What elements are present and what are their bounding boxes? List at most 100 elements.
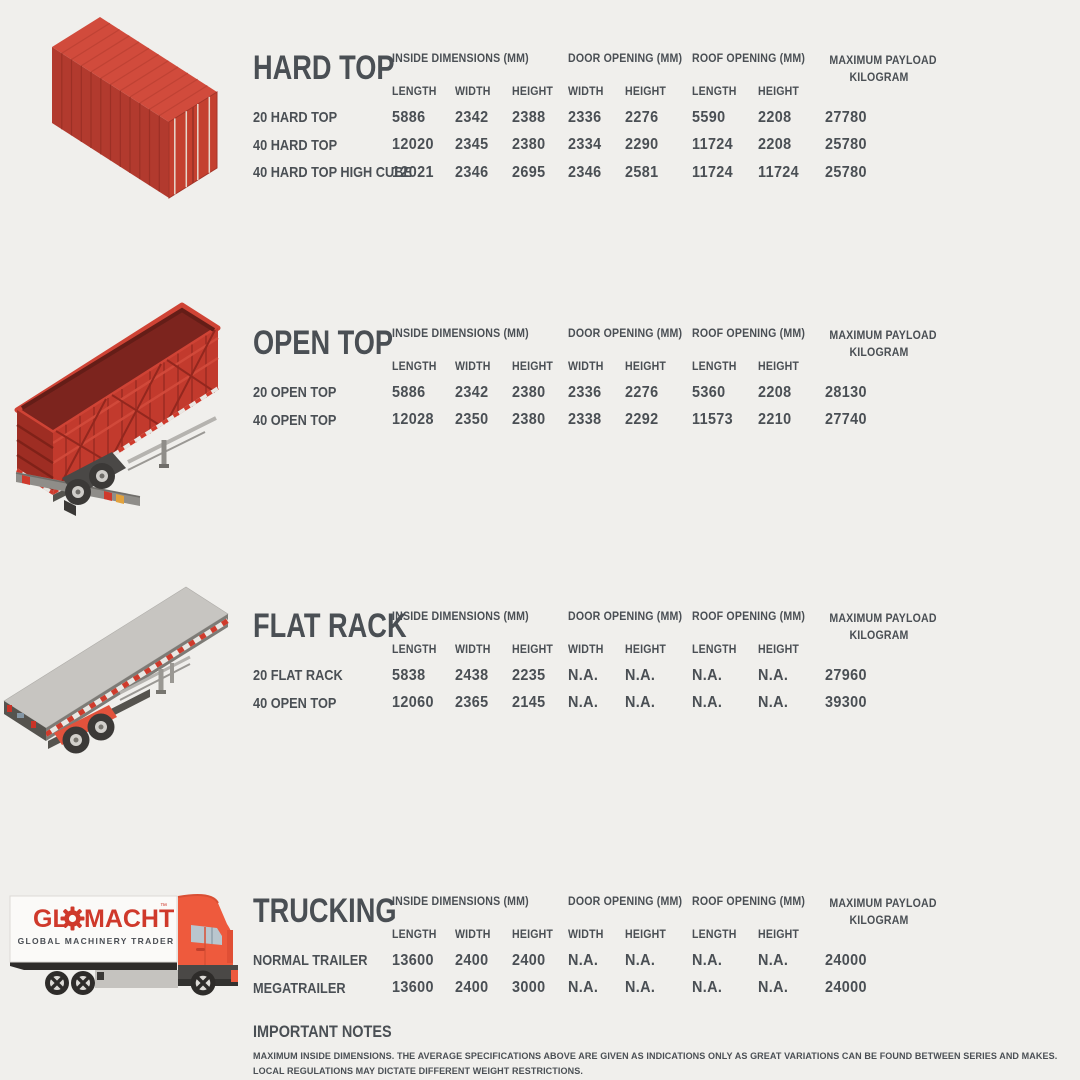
table-cell: 12060	[392, 694, 434, 712]
column-header-length: LENGTH	[692, 929, 737, 941]
table-cell: N.A.	[625, 666, 656, 684]
table-cell: N.A.	[692, 951, 723, 969]
column-group-door-opening: DOOR OPENING (MM)	[568, 611, 683, 623]
tail-light	[104, 491, 112, 501]
row-label: 40 HARD TOP HIGH CUBE	[253, 164, 412, 182]
gear-icon	[60, 906, 85, 931]
column-header-height: HEIGHT	[758, 929, 800, 941]
column-header-height: HEIGHT	[625, 86, 667, 98]
table-cell: 2345	[455, 136, 489, 154]
column-group-roof-opening: ROOF OPENING (MM)	[692, 896, 806, 908]
row-label: 40 OPEN TOP	[253, 411, 337, 429]
truck-bed	[10, 962, 178, 988]
column-header-height: HEIGHT	[512, 644, 554, 656]
table-cell: 2380	[512, 136, 546, 154]
open-top-trailer-icon	[14, 302, 221, 516]
row-label: 20 FLAT RACK	[253, 667, 343, 685]
table-cell: 2342	[455, 383, 489, 401]
table-cell: N.A.	[758, 951, 789, 969]
column-group-inside-dimensions: INSIDE DIMENSIONS (MM)	[392, 611, 529, 623]
logo-tagline: GLOBAL MACHINERY TRADER	[18, 936, 175, 946]
table-cell: 2695	[512, 163, 546, 181]
column-header-width: WIDTH	[568, 644, 604, 656]
payload-header-line1: MAXIMUM PAYLOAD	[829, 613, 937, 625]
column-header-height: HEIGHT	[512, 361, 554, 373]
table-cell: N.A.	[758, 694, 789, 712]
hard-top-table: HARD TOP INSIDE DIMENSIONS (MM) DOOR OPE…	[253, 50, 937, 187]
table-cell: 2290	[625, 136, 659, 154]
column-header-width: WIDTH	[455, 86, 491, 98]
table-cell: 2292	[625, 411, 659, 429]
tail-light	[7, 705, 12, 712]
section-trucking: GL MACHT ™ GLOBAL MAC	[0, 848, 1080, 1080]
table-cell: 13600	[392, 951, 434, 969]
table-cell: 12020	[392, 136, 434, 154]
row-label: NORMAL TRAILER	[253, 952, 368, 970]
row-label: MEGATRAILER	[253, 979, 346, 997]
cab-window	[191, 925, 222, 945]
tail-light	[31, 721, 36, 728]
table-cell: N.A.	[625, 951, 656, 969]
table-cell: 5886	[392, 383, 426, 401]
column-header-width: WIDTH	[568, 929, 604, 941]
column-header-length: LENGTH	[692, 361, 737, 373]
table-cell: 2276	[625, 383, 659, 401]
column-group-inside-dimensions: INSIDE DIMENSIONS (MM)	[392, 896, 529, 908]
table-cell: 2338	[568, 411, 602, 429]
table-cell: 27960	[825, 666, 867, 684]
table-cell: N.A.	[758, 979, 789, 997]
table-cell: 27780	[825, 108, 867, 126]
column-header-width: WIDTH	[568, 361, 604, 373]
table-cell: N.A.	[568, 666, 599, 684]
column-group-max-payload: MAXIMUM PAYLOAD KILOGRAM	[829, 608, 937, 662]
row-label: 40 HARD TOP	[253, 136, 338, 154]
truck-wheels	[45, 970, 216, 996]
table-cell: N.A.	[758, 666, 789, 684]
column-group-max-payload: MAXIMUM PAYLOAD KILOGRAM	[829, 893, 936, 947]
column-header-height: HEIGHT	[512, 86, 554, 98]
flat-rack-wheels	[62, 713, 115, 754]
table-cell: 13600	[392, 979, 434, 997]
payload-header-line2: KILOGRAM	[849, 71, 909, 84]
table-cell: 12028	[392, 411, 434, 429]
table-cell: 12021	[392, 163, 434, 181]
table-cell: N.A.	[692, 694, 723, 712]
column-group-inside-dimensions: INSIDE DIMENSIONS (MM)	[392, 328, 529, 340]
table-cell: 2380	[512, 411, 546, 429]
table-cell: 2350	[455, 411, 489, 429]
table-cell: N.A.	[692, 979, 723, 997]
table-cell: 2334	[568, 136, 602, 154]
row-label: 20 OPEN TOP	[253, 384, 337, 402]
notes-line-2: LOCAL REGULATIONS MAY DICTATE DIFFERENT …	[253, 1066, 583, 1077]
section-flat-rack: FLAT RACK INSIDE DIMENSIONS (MM) DOOR OP…	[0, 565, 1080, 848]
column-header-width: WIDTH	[455, 644, 491, 656]
trucking-table: TRUCKING INSIDE DIMENSIONS (MM) DOOR OPE…	[253, 893, 937, 1002]
hard-top-container-icon	[52, 17, 218, 199]
table-cell: 2276	[625, 108, 659, 126]
column-header-height: HEIGHT	[758, 644, 800, 656]
table-cell: 2400	[455, 951, 489, 969]
table-cell: 24000	[825, 979, 867, 997]
notes-line-1: MAXIMUM INSIDE DIMENSIONS. THE AVERAGE S…	[253, 1051, 1058, 1062]
payload-header-line2: KILOGRAM	[849, 629, 909, 642]
column-header-height: HEIGHT	[758, 361, 800, 373]
table-cell: N.A.	[625, 694, 656, 712]
flat-rack-trailer-icon	[3, 586, 230, 754]
notes-title: IMPORTANT NOTES	[253, 1022, 392, 1041]
table-cell: 2400	[455, 979, 489, 997]
table-cell: 5590	[692, 108, 726, 126]
column-group-inside-dimensions: INSIDE DIMENSIONS (MM)	[392, 53, 529, 65]
glomacht-logo: GL MACHT ™ GLOBAL MAC	[18, 903, 175, 946]
column-header-width: WIDTH	[455, 361, 491, 373]
section-hard-top: HARD TOP INSIDE DIMENSIONS (MM) DOOR OPE…	[0, 0, 1080, 280]
column-header-height: HEIGHT	[758, 86, 800, 98]
flat-rack-table: FLAT RACK INSIDE DIMENSIONS (MM) DOOR OP…	[253, 608, 937, 717]
table-cell: 2210	[758, 411, 792, 429]
table-cell: 2346	[455, 163, 489, 181]
column-group-max-payload: MAXIMUM PAYLOAD KILOGRAM	[829, 325, 936, 379]
section-title: OPEN TOP	[253, 324, 394, 362]
table-cell: 2346	[568, 163, 602, 181]
column-header-width: WIDTH	[568, 86, 604, 98]
column-group-roof-opening: ROOF OPENING (MM)	[692, 53, 806, 65]
